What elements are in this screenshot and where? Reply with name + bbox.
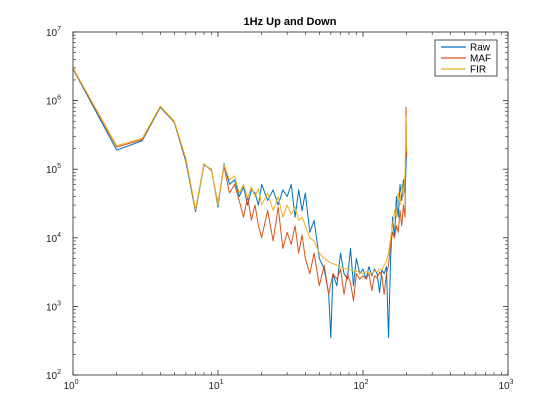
series-line-fir (72, 67, 408, 275)
legend-label-fir: FIR (470, 65, 486, 76)
series-layer (72, 67, 408, 339)
y-tick-label: 105 (46, 163, 61, 176)
x-tick-label: 103 (498, 379, 513, 392)
y-tick-label: 102 (46, 369, 61, 382)
plot-border (72, 31, 509, 376)
x-tick-label: 101 (208, 379, 223, 392)
x-tick-label: 100 (63, 379, 78, 392)
x-tick-label: 102 (353, 379, 368, 392)
y-tick-label: 107 (46, 26, 61, 39)
series-line-maf (72, 68, 408, 302)
series-line-raw (72, 68, 408, 339)
plot-area: 100 101 102 103 102 103 104 105 106 107 (46, 26, 514, 392)
tick-layer: 100 101 102 103 102 103 104 105 106 107 (46, 26, 514, 392)
y-tick-label: 104 (46, 232, 61, 245)
y-tick-label: 103 (46, 300, 61, 313)
legend-label-maf: MAF (470, 54, 491, 65)
plot-background (73, 32, 508, 375)
y-tick-label: 106 (46, 95, 61, 108)
legend-label-raw: Raw (470, 43, 491, 54)
chart-title: 1Hz Up and Down (244, 16, 337, 28)
